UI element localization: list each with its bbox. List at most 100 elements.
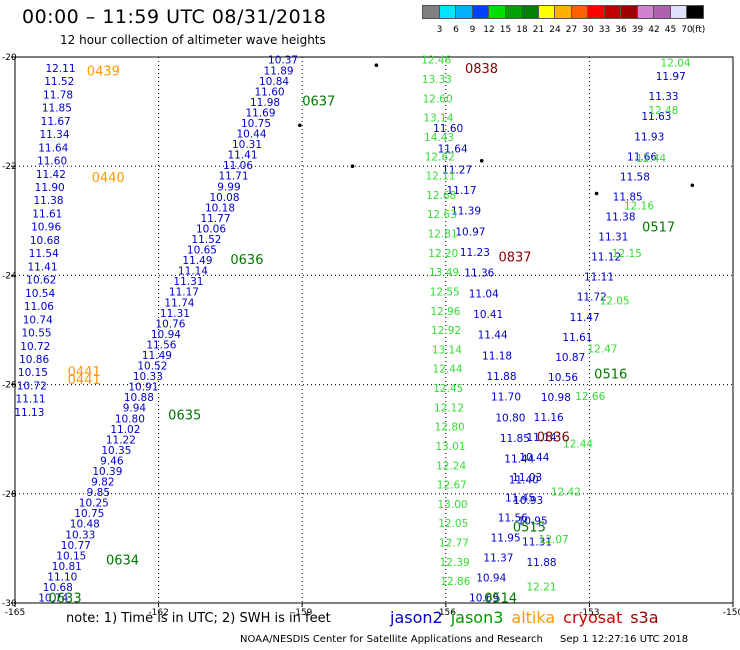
wave-height-jason2: 9.85 xyxy=(87,487,110,499)
color-scale-swatch xyxy=(504,5,522,19)
plot-frame xyxy=(14,56,734,604)
wave-height-jason2: 11.13 xyxy=(14,407,44,419)
wave-height-jason2: 10.18 xyxy=(205,202,235,214)
color-scale-swatch xyxy=(570,5,588,19)
wave-height-jason2: 11.88 xyxy=(527,557,557,569)
wave-height-jason2: 11.85 xyxy=(500,433,530,445)
color-scale-unit: (ft) xyxy=(691,25,706,35)
color-scale-label: 27 xyxy=(565,25,578,35)
wave-height-jason3: 12.45 xyxy=(433,383,463,395)
wave-height-jason2: 10.87 xyxy=(555,352,585,364)
wave-height-jason2: 11.33 xyxy=(649,91,679,103)
wave-height-jason2: 11.66 xyxy=(627,151,657,163)
wave-height-jason2: 10.91 xyxy=(128,382,158,394)
wave-height-jason3: 12.46 xyxy=(421,55,451,67)
pass-time-altika: 0441 xyxy=(68,373,101,388)
wave-height-jason2: 11.38 xyxy=(33,195,63,207)
wave-height-jason2: 11.61 xyxy=(562,332,592,344)
wave-height-jason2: 10.80 xyxy=(115,413,145,425)
grid-lines xyxy=(15,57,733,603)
color-scale-label: 24 xyxy=(549,25,561,35)
y-tick-label: -26 xyxy=(2,381,17,391)
y-tick-label: -22 xyxy=(2,162,17,172)
wave-height-jason2: 10.41 xyxy=(473,309,503,321)
wave-height-jason2: 11.58 xyxy=(620,171,650,183)
wave-height-jason2: 10.72 xyxy=(20,341,50,353)
wave-height-jason3: 12.07 xyxy=(539,534,569,546)
credit-line: NOAA/NESDIS Center for Satellite Applica… xyxy=(240,634,702,645)
wave-height-jason2: 10.55 xyxy=(22,328,52,340)
wave-height-jason3: 12.39 xyxy=(440,557,470,569)
color-scale-label: 39 xyxy=(631,25,644,35)
wave-height-jason2: 11.04 xyxy=(469,288,499,300)
wave-height-jason2: 11.97 xyxy=(656,71,686,83)
wave-height-jason3: 12.62 xyxy=(425,151,455,163)
credit-source: NOAA/NESDIS Center for Satellite Applica… xyxy=(240,634,543,645)
wave-height-jason2: 10.97 xyxy=(455,226,485,238)
wave-height-jason2: 11.60 xyxy=(433,123,463,135)
wave-height-jason2: 11.31 xyxy=(173,276,203,288)
wave-height-jason2: 11.39 xyxy=(451,206,481,218)
pass-time-s3a: 0836 xyxy=(537,430,570,445)
pass-time-jason3: 0514 xyxy=(484,592,517,607)
wave-height-jason3: 12.80 xyxy=(435,422,465,434)
color-scale-swatch xyxy=(686,5,704,19)
wave-height-jason2: 10.94 xyxy=(151,329,181,341)
wave-height-jason2: 11.56 xyxy=(498,512,528,524)
wave-height-jason2: 10.75 xyxy=(74,508,104,520)
color-scale-label: 6 xyxy=(453,25,459,35)
wave-height-jason2: 11.95 xyxy=(491,532,521,544)
wave-height-jason2: 11.31 xyxy=(598,232,628,244)
wave-height-jason3: 14.43 xyxy=(424,132,454,144)
wave-height-jason2: 10.06 xyxy=(196,223,226,235)
wave-height-jason3: 12.96 xyxy=(430,306,460,318)
wave-height-jason2: 11.54 xyxy=(29,248,59,260)
wave-height-jason2: 11.12 xyxy=(591,252,621,264)
color-scale-label: 12 xyxy=(483,25,495,35)
wave-height-jason3: 12.12 xyxy=(434,402,464,414)
y-tick-label: -20 xyxy=(2,53,17,63)
wave-height-jason2: 11.69 xyxy=(245,107,275,119)
wave-height-jason2: 11.56 xyxy=(146,339,176,351)
x-tick-label: -156 xyxy=(436,608,457,618)
wave-height-jason2: 11.37 xyxy=(483,552,513,564)
pass-time-s3a: 0837 xyxy=(498,250,531,265)
wave-height-jason3: 13.33 xyxy=(422,74,452,86)
wave-height-jason2: 11.52 xyxy=(191,234,221,246)
wave-height-jason2: 11.63 xyxy=(641,111,671,123)
wave-height-jason2: 11.11 xyxy=(16,394,46,406)
color-scale-swatch xyxy=(636,5,654,19)
wave-height-jason2: 10.94 xyxy=(476,572,506,584)
wave-height-jason3: 12.68 xyxy=(426,190,456,202)
wave-height-jason2: 11.06 xyxy=(24,301,54,313)
wave-height-jason2: 11.11 xyxy=(584,272,614,284)
chart-title: 00:00 – 11:59 UTC 08/31/2018 xyxy=(22,6,327,28)
wave-height-jason2: 10.44 xyxy=(519,452,549,464)
wave-height-jason2: 10.33 xyxy=(65,529,95,541)
pass-time-jason3: 0634 xyxy=(106,553,139,568)
wave-height-jason3: 12.66 xyxy=(575,391,605,403)
wave-height-jason2: 11.38 xyxy=(605,211,635,223)
wave-height-jason2: 10.15 xyxy=(56,550,86,562)
wave-height-jason3: 12.67 xyxy=(437,480,467,492)
wave-height-jason2: 11.42 xyxy=(36,169,66,181)
wave-height-jason2: 11.71 xyxy=(218,171,248,183)
wave-height-jason2: 11.61 xyxy=(32,208,62,220)
legend-jason3: jason3 xyxy=(450,608,504,627)
wave-height-jason3: 12.24 xyxy=(436,460,466,472)
color-scale-swatch xyxy=(422,5,440,19)
color-scale-swatch xyxy=(471,5,489,19)
color-scale-swatch xyxy=(521,5,539,19)
legend-jason2: jason2 xyxy=(390,608,443,627)
color-scale-label: 15 xyxy=(499,25,512,35)
wave-height-jason2: 10.54 xyxy=(25,288,55,300)
wave-height-jason3: 12.47 xyxy=(587,343,617,355)
wave-height-jason2: 10.72 xyxy=(17,380,47,392)
island-marker xyxy=(350,164,355,168)
pass-time-jason3: 0517 xyxy=(642,220,675,235)
wave-height-jason2: 10.25 xyxy=(79,498,109,510)
wave-height-jason2: 10.74 xyxy=(23,314,53,326)
color-scale-label: 36 xyxy=(615,25,627,35)
wave-height-jason2: 10.48 xyxy=(70,519,100,531)
island-marker xyxy=(594,191,599,196)
